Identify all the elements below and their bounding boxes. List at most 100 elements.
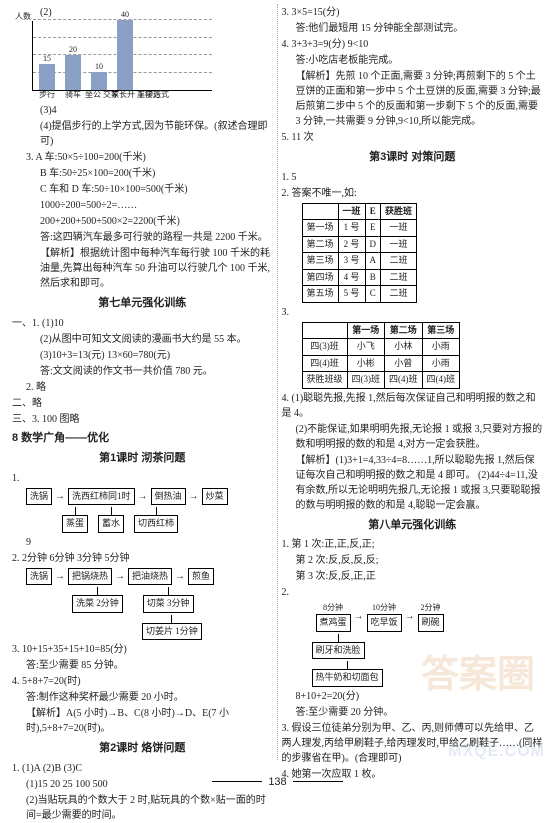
- text-line: 2. 略: [12, 380, 273, 395]
- text-line: 【解析】(1)3+1=4,33÷4=8……1,所以聪聪先报 1,然后保证每次自己…: [282, 453, 544, 513]
- bar-label: 步行: [33, 89, 61, 101]
- text-line: 200+200+500+500×2=2200(千米): [12, 214, 273, 229]
- table-row: 四(4)班小彬小曾小雨: [302, 355, 460, 372]
- text-line: 3.: [282, 305, 544, 320]
- flow-box: 刷牙和洗脸: [312, 642, 365, 660]
- table-cell: 2 号: [338, 236, 365, 253]
- table-cell: 四(3)班: [347, 372, 385, 389]
- table-cell: 四(4)班: [302, 355, 347, 372]
- section-heading: 第2课时 烙饼问题: [12, 740, 273, 757]
- flow-diagram-tea: 洗锅→洗西红柿同1时→倒热油→炒菜蒸蛋蓄水切西红柿: [12, 488, 273, 533]
- flow-box: 洗菜 2分钟: [72, 595, 123, 613]
- section-heading: 第1课时 沏茶问题: [12, 450, 273, 467]
- text-line: (2)当贴玩具的个数大于 2 时,贴玩具的个数×贴一面的时间=最少需要的时间。: [12, 793, 273, 823]
- text-line: 1. 5: [282, 170, 544, 185]
- table-cell: 小飞: [347, 339, 385, 356]
- table-cell: 第三场: [302, 253, 338, 270]
- text-line: (2): [12, 5, 273, 20]
- table-cell: 四(4)班: [385, 372, 423, 389]
- text-line: B 车:50÷25×100=200(千米): [12, 166, 273, 181]
- flow-box: 炒菜: [202, 488, 228, 506]
- text-line: 1000÷200=500÷2=……: [12, 198, 273, 213]
- table-row: 获胜班级四(3)班四(4)班四(4)班: [302, 372, 460, 389]
- table-cell: 小雨: [422, 339, 460, 356]
- text-line: 【解析】A(5 小时)→B、C(8 小时)→D、E(7 小时),5+8+7=20…: [12, 706, 273, 736]
- table-row: 第四场4 号B二班: [302, 269, 417, 286]
- flow-time-label: 10分钟: [372, 602, 396, 614]
- text-line: 3. 假设三位徒弟分别为甲、乙、丙,则师傅可以先给甲、乙两人理发,丙给甲刷鞋子,…: [282, 721, 544, 766]
- text-line: 4. 3+3+3=9(分) 9<10: [282, 37, 544, 52]
- flow-box: 把油烧热: [128, 568, 172, 586]
- table-cell: 3 号: [338, 253, 365, 270]
- table-header: E: [365, 203, 381, 220]
- bar-label: 上学方式: [137, 89, 151, 101]
- arrow-icon: →: [54, 489, 66, 504]
- table-cell: C: [365, 286, 381, 303]
- table-header: [302, 322, 347, 339]
- flow-box: 煎鱼: [188, 568, 214, 586]
- text-line: 第 2 次:反,反,反,反;: [282, 553, 544, 568]
- bar-value: 15: [39, 53, 55, 65]
- text-line: 1.: [12, 471, 273, 486]
- text-line: 4. (1)聪聪先报,先报 1,然后每次保证自己和明明报的数之和是 4。: [282, 391, 544, 421]
- arrow-icon: →: [114, 569, 126, 584]
- y-axis-label: 人数: [15, 11, 31, 23]
- text-line: 9: [12, 535, 273, 550]
- arrow-icon: →: [54, 569, 66, 584]
- table-cell: 第五场: [302, 286, 338, 303]
- text-line: 3. 3×5=15(分): [282, 5, 544, 20]
- table-cell: 小雨: [422, 355, 460, 372]
- table-row: 第五场5 号C二班: [302, 286, 417, 303]
- table-cell: 第四场: [302, 269, 338, 286]
- chart-bar: 15步行: [39, 64, 55, 90]
- table-header: 获胜班: [381, 203, 417, 220]
- text-line: 答:至少需要 20 分钟。: [282, 705, 544, 720]
- table-cell: 二班: [381, 253, 417, 270]
- section-heading: 第3课时 对策问题: [282, 149, 544, 166]
- table-cell: 小林: [385, 339, 423, 356]
- text-line: 2.: [282, 585, 544, 600]
- left-column: (2)人数15步行20骑车10坐公 交车40家长开 车接送上学方式(3)4(4)…: [8, 4, 278, 760]
- right-column: 3. 3×5=15(分)答:他们最短用 15 分钟能全部测试完。4. 3+3+3…: [278, 4, 548, 760]
- chart-bar: 10坐公 交车: [91, 72, 107, 90]
- text-line: 2. 2分钟 6分钟 3分钟 5分钟: [12, 551, 273, 566]
- text-line: (3)10+3=13(元) 13×60=780(元): [12, 348, 273, 363]
- table-row: 四(3)班小飞小林小雨: [302, 339, 460, 356]
- data-table: 一班E获胜班第一场1 号E一班第二场2 号D一班第三场3 号A二班第四场4 号B…: [302, 203, 418, 303]
- table-cell: 一班: [381, 236, 417, 253]
- text-line: 三、3. 100 图略: [12, 412, 273, 427]
- flow-time-label: 8分钟: [323, 602, 343, 614]
- table-header: 第二场: [385, 322, 423, 339]
- arrow-icon: →: [188, 489, 200, 504]
- arrow-icon: →: [174, 569, 186, 584]
- section-heading: 第七单元强化训练: [12, 295, 273, 312]
- text-line: 【解析】先煎 10 个正面,需要 3 分钟;再煎剩下的 5 个土豆饼的正面和第一…: [282, 69, 544, 129]
- text-line: 【解析】根据统计图中每种汽车每行驶 100 千米的耗油量,先算出每种汽车 50 …: [12, 246, 273, 291]
- text-line: 8+10+2=20(分): [282, 689, 544, 704]
- flow-box: 切菜 3分钟: [143, 595, 194, 613]
- bar-label: 家长开 车接送: [111, 89, 139, 101]
- text-line: (2)不能保证,如果明明先报,无论报 1 或报 3,只要对方报的数和明明报的数的…: [282, 422, 544, 452]
- table-cell: 四(3)班: [302, 339, 347, 356]
- text-line: 2. 答案不唯一,如:: [282, 186, 544, 201]
- flow-box: 热牛奶和切面包: [312, 669, 383, 687]
- text-line: 4. 5+8+7=20(时): [12, 674, 273, 689]
- arrow-icon: →: [137, 489, 149, 504]
- flow-box: 把锅烧热: [68, 568, 112, 586]
- table-cell: 小曾: [385, 355, 423, 372]
- text-line: 答:至少需要 85 分钟。: [12, 658, 273, 673]
- text-line: (3)4: [12, 103, 273, 118]
- text-line: 一、1. (1)10: [12, 316, 273, 331]
- text-line: C 车和 D 车:50÷10×100=500(千米): [12, 182, 273, 197]
- bar-value: 10: [91, 61, 107, 73]
- chapter-heading: 8 数学广角——优化: [12, 430, 273, 447]
- flow-box: 倒热油: [151, 488, 186, 506]
- flow-box: 煮鸡蛋: [316, 614, 351, 632]
- bar-label: 骑车: [59, 89, 87, 101]
- text-line: 答:他们最短用 15 分钟能全部测试完。: [282, 21, 544, 36]
- flow-diagram-morning: 8分钟煮鸡蛋→10分钟吃早饭→2分钟刷碗刷牙和洗脸热牛奶和切面包: [302, 602, 544, 687]
- flow-box: 蓄水: [98, 515, 124, 533]
- data-table: 第一场第二场第三场四(3)班小飞小林小雨四(4)班小彬小曾小雨获胜班级四(3)班…: [302, 322, 461, 389]
- table-header: 第三场: [422, 322, 460, 339]
- flow-box: 切姜片 1分钟: [142, 623, 202, 641]
